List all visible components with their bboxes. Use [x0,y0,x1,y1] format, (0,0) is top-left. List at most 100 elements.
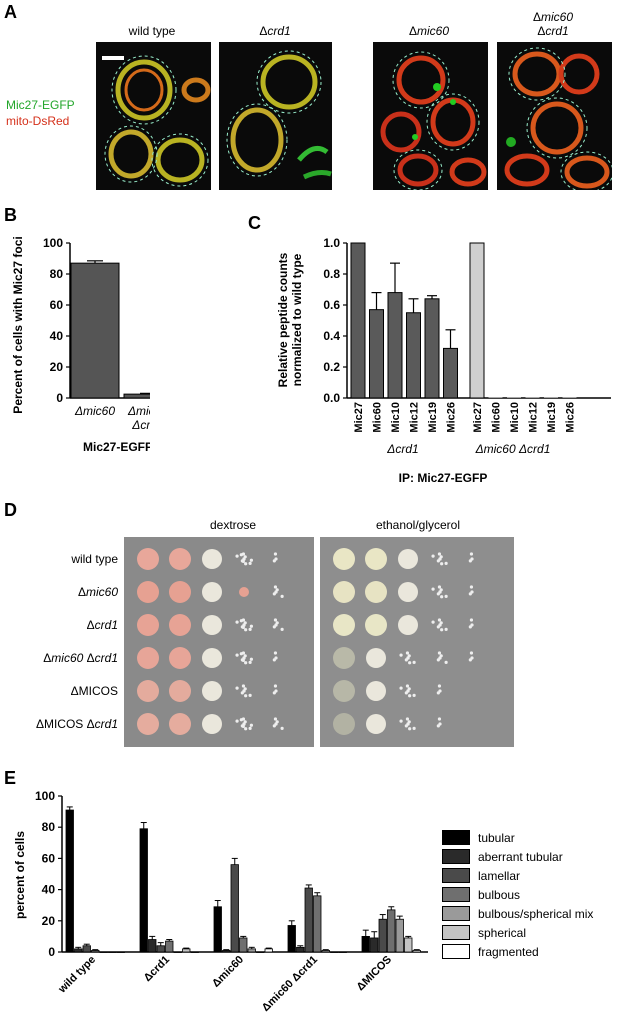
plate-dex-spot [137,713,159,735]
chart-b-ytick-label: 80 [50,267,64,281]
channel-label-red: mito-DsRed [6,114,70,128]
plate-eg-spot [398,549,418,569]
plate-dex-colony [239,619,243,623]
chart-e-bar-1-5 [182,948,191,953]
chart-e-ytick-label: 60 [42,851,56,865]
chart-c-xtick-label-2: Mic60 [372,402,384,433]
plate-dex-colony [244,694,248,698]
plate-eg-colony [437,618,442,622]
plate-eg-spot [366,681,386,701]
plate-dex-colony [249,657,253,661]
plate-eg-colony [408,727,412,731]
condition-label-1: wild type [128,24,176,38]
plate-dex-colony [249,624,253,628]
chart-e-legend-item: bulbous/spherical mix [442,904,617,923]
chart-e-legend-swatch [442,887,470,902]
chart-c-xticklabels: Mic27 Mic60 Mic10 Mic12 Mic19 Mic26 Mic27 Mic60… [353,402,577,433]
plate-dex-colony [273,552,278,556]
plate-dex-colony [272,559,276,563]
plate-eg-colony [437,684,442,688]
chart-e-legend-item: tubular [442,828,617,847]
chart-c: Relative peptide counts normalized to wi… [276,236,611,485]
plate-dex-colony [235,620,239,624]
chart-c-ytick-label: 0.4 [323,329,340,343]
chart-b-bar-2 [123,393,150,399]
plate-dex-colony [241,559,245,564]
chart-e-legend-item: spherical [442,923,617,942]
chart-e-legend-item: bulbous [442,885,617,904]
plate-dex-spot [202,714,222,734]
chart-c-bar-6 [443,347,458,399]
chart-e-bar-3-3 [313,895,322,953]
chart-b: Percent of cells with Mic27 foci 0 20 40 60… [11,236,150,454]
strain-label-2: Δmic60 [77,585,118,599]
chart-c-axes: 0.0 0.2 0.4 0.6 0.8 1.0 [323,236,611,405]
micrograph-mic60-crd1-art [504,47,612,190]
plate-dex-colony [235,653,239,657]
plate-dex-colony [244,628,248,632]
plate-dex-colony [273,651,278,655]
chart-b-ytick-label: 100 [43,236,63,250]
chart-e-ytick-label: 0 [48,945,55,959]
chart-e-xtick-label-3: Δmic60 [210,954,246,990]
plate-dex-colony [248,693,252,697]
plate-dex-colony [242,557,246,561]
plate-eg-colony [436,724,440,728]
plate-dex-colony [249,723,253,727]
plate-eg-colony [439,654,443,658]
plate-eg-colony [468,559,472,563]
plate-dex-colony [241,684,246,688]
chart-e-bar-4-3 [387,909,396,953]
chart-c-xtick-label-4: Mic12 [409,402,421,433]
chart-c-xtick-label-3: Mic10 [390,402,402,433]
plate-dex-spot [137,614,159,636]
chart-e-bar-2-5 [256,951,265,953]
chart-e-legend-swatch [442,868,470,883]
plate-dex-spot [202,549,222,569]
panel-letter-a: A [4,2,17,22]
chart-e-legend: tubular aberrant tubular lamellar bulbous bu… [442,828,617,961]
chart-e-xtick-label-2: Δcrd1 [142,954,173,985]
chart-c-xtick-label-12: Mic26 [565,402,577,433]
plate-eg-colony [399,686,403,690]
plate-eg-colony [405,684,410,688]
medium-label-dextrose: dextrose [209,518,257,532]
plate-eg-colony [437,585,442,589]
chart-e-bar-1-0 [139,828,148,953]
micrograph-wild-type [96,42,211,190]
chart-b-xlabel: Mic27-EGFP [83,440,150,454]
plate-dex-colony [235,686,239,690]
chart-c-bar-3 [387,292,403,399]
chart-b-ytick-label: 0 [56,391,63,405]
chart-e-bar-4-6 [412,950,421,953]
plate-dex-colony [239,553,243,557]
plate-eg-colony [412,660,416,664]
plate-dex-colony [235,554,239,558]
micrograph-crd1-art [226,50,332,180]
chart-c-bar-1 [350,242,366,399]
chart-b-ytick-label: 60 [50,298,64,312]
chart-e-legend-item: lamellar [442,866,617,885]
chart-c-bar-7 [469,242,485,399]
chart-c-ytick-label: 1.0 [323,236,340,250]
plate-eg-colony [438,557,442,561]
panel-letter-e: E [4,768,17,788]
chart-e-bar-0-4 [99,951,108,953]
chart-e-bars [65,806,421,953]
chart-b-ytick-label: 20 [50,360,64,374]
chart-e-legend-label: lamellar [478,868,521,883]
plate-eg-colony [438,590,442,594]
plate-dex-colony [280,627,284,631]
plate-eg-colony [437,717,442,721]
chart-e-legend-item: aberrant tubular [442,847,617,866]
plate-eg-colony [440,562,444,566]
chart-e-bar-2-4 [247,948,256,953]
plate-dex-colony [272,691,276,695]
chart-e-legend-label: aberrant tubular [478,849,563,864]
plate-dex-spot [137,680,159,702]
plate-eg-colony [440,628,444,632]
plate-eg-spot [365,548,387,570]
plate-eg-colony [440,595,444,599]
plate-dex-spot [169,647,191,669]
plate-dex-spot [202,582,222,602]
